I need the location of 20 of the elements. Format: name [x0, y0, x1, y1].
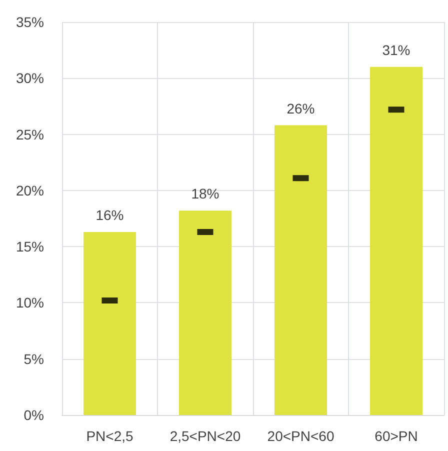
y-tick-label: 10%: [16, 294, 44, 311]
data-label: 26%: [286, 100, 315, 116]
x-tick-label: 20<PN<60: [267, 428, 334, 444]
y-tick-label: 20%: [16, 182, 44, 198]
bar: [274, 125, 328, 415]
y-tick-label: 30%: [16, 70, 44, 86]
x-tick-label: 2,5<PN<20: [170, 428, 241, 444]
y-tick-label: 35%: [16, 14, 44, 30]
data-label: 16%: [96, 206, 124, 223]
x-tick-label: 60>PN: [374, 428, 418, 444]
y-tick-label: 25%: [16, 126, 44, 142]
x-tick-label: PN<2,5: [86, 428, 134, 444]
bar: [178, 210, 232, 415]
y-tick-label: 15%: [16, 238, 44, 255]
y-tick-label: 5%: [24, 350, 44, 367]
y-tick-label: 0%: [24, 407, 44, 423]
data-label: 18%: [191, 186, 220, 202]
bar: [83, 232, 136, 415]
bar: [370, 66, 423, 415]
data-label: 31%: [382, 42, 410, 58]
